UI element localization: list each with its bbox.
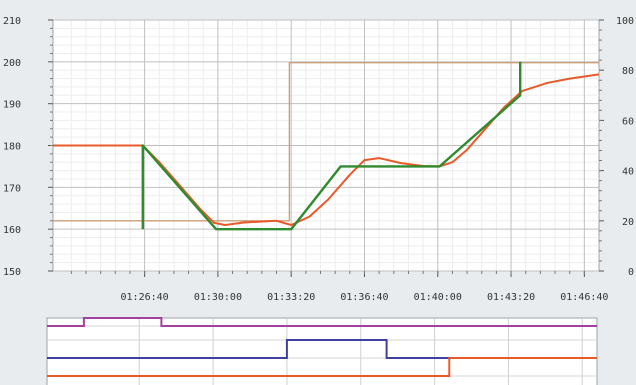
- x-tick-label: 01:33:20: [267, 292, 315, 303]
- y-left-tick-label: 200: [3, 58, 21, 69]
- x-tick-label: 01:36:40: [340, 292, 388, 303]
- state-series-line-0: [47, 317, 597, 327]
- x-tick-label: 01:46:40: [560, 292, 608, 303]
- x-tick-label: 01:43:20: [487, 292, 535, 303]
- x-tick-label: 01:26:40: [121, 292, 169, 303]
- y-left-tick-label: 210: [3, 16, 21, 27]
- x-tick-label: 01:30:00: [194, 292, 242, 303]
- y-left-tick-label: 180: [3, 142, 21, 153]
- main-chart: 01:26:40 01:30:00 01:33:20 01:36:40 01:40:00…: [3, 16, 634, 303]
- state-series-layer: [47, 317, 597, 377]
- main-series-layer: [53, 61, 600, 231]
- x-tick-label: 01:40:00: [414, 292, 462, 303]
- y-right-tick-label: 60: [622, 116, 634, 127]
- series-line-2: [53, 62, 599, 222]
- y-left-tick-label: 170: [3, 183, 21, 194]
- y-right-tick-label: 20: [622, 217, 634, 228]
- state-chart: [46, 317, 598, 385]
- state-series-line-1: [47, 339, 597, 359]
- y-right-tick-label: 100: [616, 16, 634, 27]
- y-left-tick-label: 160: [3, 225, 21, 236]
- y-left-tick-label: 150: [3, 267, 21, 278]
- y-right-tick-label: 80: [622, 66, 634, 77]
- state-series-line-2: [47, 357, 597, 377]
- main-axes: 01:26:40 01:30:00 01:33:20 01:36:40 01:40:00…: [3, 16, 634, 303]
- state-plot-area: [46, 317, 598, 385]
- series-line-1: [141, 61, 522, 231]
- y-left-tick-label: 190: [3, 100, 21, 111]
- y-right-tick-label: 40: [622, 167, 634, 178]
- y-right-tick-label: 0: [628, 267, 634, 278]
